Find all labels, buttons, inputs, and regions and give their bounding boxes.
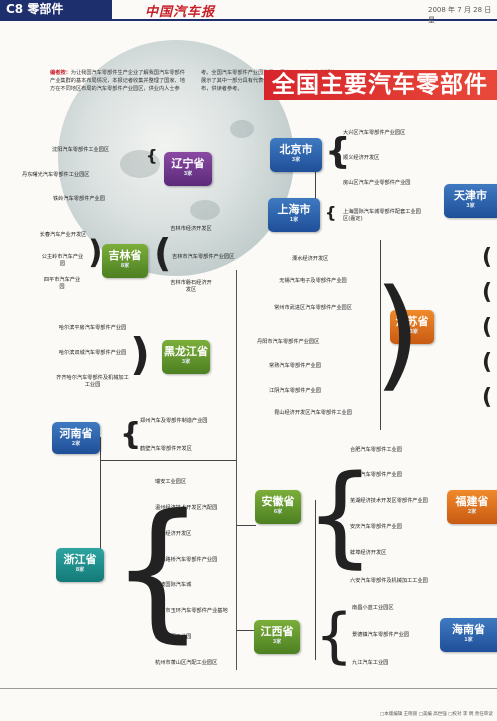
zone-item: 台州市玉环汽车零部件产业基地 — [155, 608, 228, 614]
zone-item: 合肥汽车零部件工业园 — [350, 447, 402, 453]
zone-item: 溧水经济开发区 — [292, 256, 329, 262]
zone-item: 铁岭汽车零部件产业园 — [53, 196, 105, 202]
zone-item: 齐齐哈尔汽车零部件及机械加工工业园 — [56, 375, 129, 388]
province-liaoning: 辽宁省 3家 — [164, 152, 212, 186]
zone-item: 六安汽车零部件及机械加工工业园 — [350, 578, 428, 584]
zone-item: 昆山经济开发区汽车零部件工业园 — [274, 410, 352, 416]
section-tag: C8 零部件 — [0, 0, 112, 19]
crater-decoration — [190, 200, 220, 220]
province-heilongjiang: 黑龙江省 3家 — [162, 340, 210, 374]
zone-item: 上海国际汽车城零部件配套工业园区(嘉定) — [343, 209, 421, 222]
zone-item: 哈尔滨双城汽车零部件产业园 — [58, 350, 127, 356]
zone-item: 宁波国际汽车城 — [155, 582, 192, 588]
bracket: ( — [154, 231, 172, 275]
province-beijing: 北京市 3家 — [270, 138, 322, 172]
province-hainan: 海南省 1家 — [440, 618, 497, 652]
province-shanghai: 上海市 1家 — [268, 198, 320, 232]
zone-item: 芜湖汽车零部件产业园 — [350, 472, 402, 478]
zone-item: 台州路桥汽车零部件产业园 — [155, 557, 218, 563]
province-jiangsu: 江苏省 13家 — [390, 310, 434, 344]
zone-item: 南昌小蓝工业园区 — [352, 605, 394, 611]
connector-line — [100, 460, 236, 461]
zone-item: 金华经济开发区 — [155, 531, 192, 537]
bracket: { — [110, 483, 206, 657]
zone-item: 吉林市汽车零部件产业园区 — [172, 254, 235, 260]
issue-date: 2008 年 7 月 28 日 星 — [428, 6, 492, 24]
zone-item: 常熟汽车零部件产业园 — [269, 363, 321, 369]
footer-credits: □本版编辑 王晓丽 □美编 高世强 □校对 李 明 责任审读 — [380, 712, 493, 717]
footer-rule — [0, 688, 497, 689]
zone-item: 温州经济技术开发区汽配园 — [155, 505, 218, 511]
bracket: { — [305, 451, 375, 579]
connector-line — [315, 147, 316, 207]
bracket: ( — [482, 350, 493, 375]
province-tianjin: 天津市 3家 — [444, 184, 497, 218]
bracket: ( — [482, 245, 493, 270]
zone-item: 公主岭市汽车产业园 — [41, 254, 84, 267]
zone-item: 鹤壁汽车零部件开发区 — [140, 446, 192, 452]
province-zhejiang: 浙江省 8家 — [56, 548, 104, 582]
zone-item: 温岭汽配工业园 — [155, 634, 192, 640]
province-henan: 河南省 2家 — [52, 422, 100, 454]
title-banner — [264, 70, 497, 100]
zone-item: 长春汽车产业开发区 — [39, 232, 87, 238]
zone-item: 安庆汽车零部件产业园 — [350, 524, 402, 530]
zone-item: 蚌埠经济开发区 — [350, 550, 387, 556]
zone-item: 无锡汽车电子及零部件产业园 — [279, 278, 347, 284]
zone-item: 九江汽车工业园 — [352, 660, 389, 666]
zone-item: 吉林市经济开发区 — [170, 226, 212, 232]
connector-line — [236, 630, 256, 631]
connector-line — [380, 240, 381, 430]
zone-item: 沈阳汽车零部件工业园区 — [52, 147, 110, 153]
connector-line — [100, 437, 101, 557]
zone-item: 大兴区汽车零部件产业园区 — [343, 130, 406, 136]
bracket: ) — [374, 265, 421, 404]
page-title: 全国主要汽车零部件 — [272, 72, 488, 98]
zone-item: 杭州市萧山区汽配工业园区 — [155, 660, 218, 666]
zone-item: 房山区汽车产业零部件产业园 — [343, 180, 411, 186]
zone-item: 芜湖经济技术开发区零部件产业园 — [350, 498, 428, 504]
zone-item: 瑞安工业园区 — [155, 479, 187, 485]
zone-item: 丹东曙光汽车零部件工业园区 — [22, 172, 90, 178]
bracket: ( — [482, 280, 493, 305]
crater-decoration — [230, 120, 254, 138]
bracket: { — [325, 203, 337, 222]
bracket: { — [146, 146, 158, 165]
zone-item: 顺义经济开发区 — [343, 155, 380, 161]
connector-line — [236, 270, 237, 670]
bracket: ) — [130, 329, 151, 380]
zone-item: 江阴汽车零部件产业园 — [269, 388, 321, 394]
zone-item: 哈尔滨平房汽车零部件产业园 — [58, 325, 127, 331]
zone-item: 吉林市磐石经济开发区 — [170, 280, 212, 293]
bracket: { — [315, 601, 354, 671]
zone-item: 常州市武进区汽车零部件产业园区 — [274, 305, 352, 311]
zone-item: 丹阳市汽车零部件产业园区 — [257, 339, 320, 345]
province-jiangxi: 江西省 3家 — [254, 620, 300, 654]
zone-item: 四平市汽车产业园 — [43, 277, 81, 290]
province-anhui: 安徽省 6家 — [255, 490, 301, 524]
header-rule — [0, 19, 497, 21]
connector-line — [315, 500, 316, 660]
zone-item: 郑州汽车及零部件制造产业园 — [140, 418, 208, 424]
province-jilin: 吉林省 8家 — [102, 244, 148, 278]
bracket: { — [325, 131, 351, 172]
bracket: { — [120, 417, 142, 452]
crater-decoration — [120, 150, 160, 178]
bracket: ( — [482, 385, 493, 410]
bracket: ) — [88, 233, 103, 271]
bracket: ( — [482, 315, 493, 340]
connector-line — [236, 525, 256, 526]
masthead: 中国汽车报 — [145, 5, 216, 20]
zone-item: 景德镇汽车零部件产业园 — [352, 632, 410, 638]
province-fujian: 福建省 2家 — [447, 490, 497, 524]
